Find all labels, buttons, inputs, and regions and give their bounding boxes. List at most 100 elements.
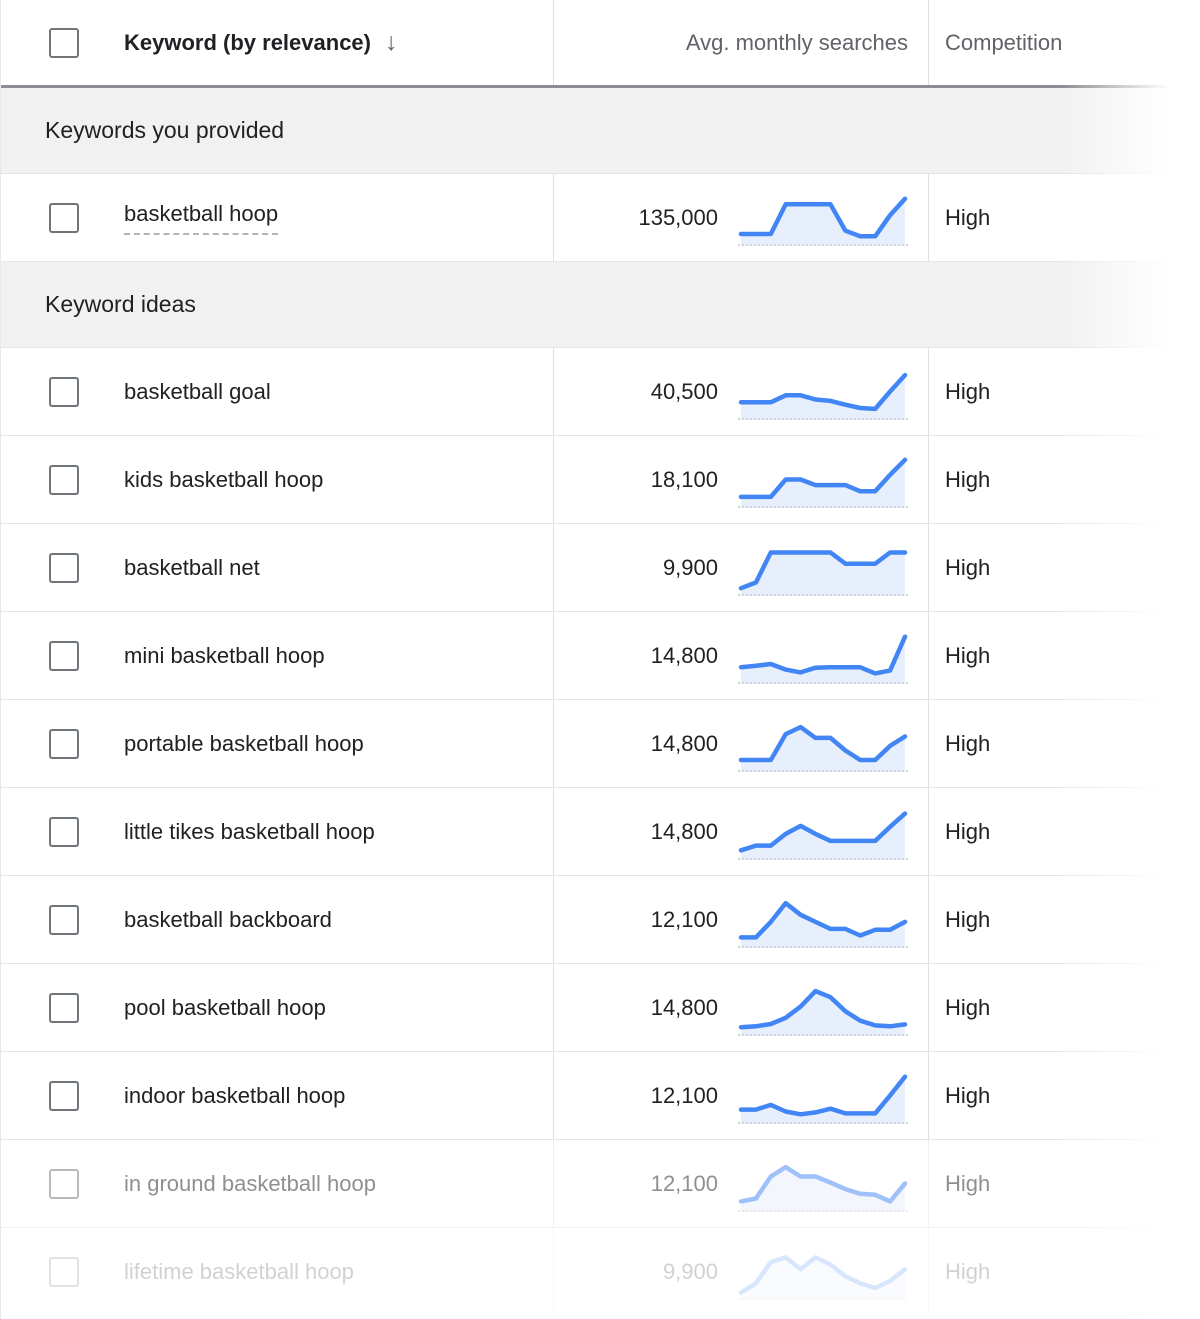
keyword-cell: in ground basketball hoop <box>1 1140 554 1227</box>
searches-cell: 40,500 <box>554 348 929 435</box>
sparkline-chart <box>738 1244 908 1300</box>
searches-cell: 14,800 <box>554 964 929 1051</box>
searches-cell: 14,800 <box>554 700 929 787</box>
avg-monthly-searches-value: 14,800 <box>650 642 718 668</box>
keyword-label[interactable]: little tikes basketball hoop <box>124 818 375 844</box>
row-checkbox[interactable] <box>49 1080 79 1111</box>
keyword-cell: mini basketball hoop <box>1 612 554 699</box>
competition-cell: High <box>929 1228 1200 1315</box>
row-checkbox[interactable] <box>49 904 79 935</box>
competition-cell: High <box>929 700 1200 787</box>
table-row: basketball backboard 12,100 High <box>1 876 1200 964</box>
competition-cell: High <box>929 788 1200 875</box>
row-checkbox[interactable] <box>49 816 79 847</box>
keyword-label[interactable]: indoor basketball hoop <box>124 1082 346 1108</box>
sparkline-chart <box>738 452 908 508</box>
sparkline-chart <box>738 540 908 596</box>
keyword-cell: indoor basketball hoop <box>1 1052 554 1139</box>
keyword-column-header[interactable]: Keyword (by relevance) <box>124 29 371 55</box>
section-header: Keywords you provided <box>1 88 1200 174</box>
row-checkbox[interactable] <box>49 1256 79 1287</box>
row-checkbox[interactable] <box>49 992 79 1023</box>
keyword-label[interactable]: kids basketball hoop <box>124 466 324 492</box>
competition-column-header[interactable]: Competition <box>945 29 1063 55</box>
keyword-cell: little tikes basketball hoop <box>1 788 554 875</box>
keyword-cell: basketball hoop <box>1 174 554 261</box>
competition-cell: High <box>929 174 1200 261</box>
table-row: pool basketball hoop 14,800 High <box>1 964 1200 1052</box>
competition-value: High <box>945 1258 991 1284</box>
searches-cell: 9,900 <box>554 1228 929 1315</box>
sparkline-chart <box>738 980 908 1036</box>
sparkline-baseline <box>738 505 908 508</box>
table-row: kids basketball hoop 18,100 High <box>1 436 1200 524</box>
row-checkbox[interactable] <box>49 202 79 233</box>
keyword-label[interactable]: basketball net <box>124 554 260 580</box>
sparkline-chart <box>738 1156 908 1212</box>
searches-cell: 135,000 <box>554 174 929 261</box>
sparkline-chart <box>738 804 908 860</box>
sparkline-baseline <box>738 417 908 420</box>
table-row: basketball goal 40,500 High <box>1 348 1200 436</box>
avg-monthly-searches-value: 14,800 <box>650 818 718 844</box>
competition-cell: High <box>929 436 1200 523</box>
searches-column-header[interactable]: Avg. monthly searches <box>685 29 908 55</box>
avg-monthly-searches-value: 40,500 <box>650 378 718 404</box>
avg-monthly-searches-value: 12,100 <box>650 906 718 932</box>
table-row: mini basketball hoop 14,800 High <box>1 612 1200 700</box>
competition-value: High <box>945 1082 991 1108</box>
table-body: Keywords you provided basketball hoop 13… <box>1 88 1200 1316</box>
searches-cell: 12,100 <box>554 876 929 963</box>
table-row: indoor basketball hoop 12,100 High <box>1 1052 1200 1140</box>
keyword-cell: pool basketball hoop <box>1 964 554 1051</box>
keyword-label[interactable]: pool basketball hoop <box>124 994 326 1020</box>
avg-monthly-searches-value: 9,900 <box>662 554 718 580</box>
sparkline-baseline <box>738 1297 908 1300</box>
keyword-cell: basketball net <box>1 524 554 611</box>
keyword-label[interactable]: in ground basketball hoop <box>124 1170 376 1196</box>
searches-cell: 9,900 <box>554 524 929 611</box>
keyword-label[interactable]: mini basketball hoop <box>124 642 325 668</box>
competition-value: High <box>945 994 991 1020</box>
keyword-label[interactable]: portable basketball hoop <box>124 730 364 756</box>
row-checkbox[interactable] <box>49 1168 79 1199</box>
keyword-label[interactable]: basketball backboard <box>124 906 332 932</box>
keyword-cell: lifetime basketball hoop <box>1 1228 554 1315</box>
keyword-label[interactable]: lifetime basketball hoop <box>124 1258 354 1284</box>
select-all-checkbox[interactable] <box>49 27 79 58</box>
sparkline-baseline <box>738 681 908 684</box>
sparkline-baseline <box>738 593 908 596</box>
section-label: Keywords you provided <box>45 117 285 143</box>
avg-monthly-searches-value: 9,900 <box>662 1258 718 1284</box>
sort-arrow-down-icon[interactable]: ↓ <box>384 28 398 56</box>
sparkline-chart <box>738 190 908 246</box>
competition-cell: High <box>929 1052 1200 1139</box>
table-row: little tikes basketball hoop 14,800 High <box>1 788 1200 876</box>
table-row: in ground basketball hoop 12,100 High <box>1 1140 1200 1228</box>
row-checkbox[interactable] <box>49 728 79 759</box>
keyword-cell: portable basketball hoop <box>1 700 554 787</box>
competition-cell: High <box>929 876 1200 963</box>
competition-value: High <box>945 554 991 580</box>
sparkline-chart <box>738 1068 908 1124</box>
header-searches-cell: Avg. monthly searches <box>554 0 929 85</box>
table-row: portable basketball hoop 14,800 High <box>1 700 1200 788</box>
keyword-label[interactable]: basketball goal <box>124 378 271 404</box>
row-checkbox[interactable] <box>49 640 79 671</box>
section-header: Keyword ideas <box>1 262 1200 348</box>
sparkline-baseline <box>738 769 908 772</box>
header-competition-cell: Competition <box>929 0 1200 85</box>
sparkline-chart <box>738 364 908 420</box>
sparkline-baseline <box>738 1121 908 1124</box>
searches-cell: 14,800 <box>554 788 929 875</box>
table-row: basketball hoop 135,000 High <box>1 174 1200 262</box>
row-checkbox[interactable] <box>49 376 79 407</box>
competition-value: High <box>945 204 991 230</box>
header-keyword-cell: Keyword (by relevance) ↓ <box>1 0 554 85</box>
row-checkbox[interactable] <box>49 464 79 495</box>
row-checkbox[interactable] <box>49 552 79 583</box>
keyword-label[interactable]: basketball hoop <box>124 201 279 235</box>
keyword-cell: basketball backboard <box>1 876 554 963</box>
sparkline-baseline <box>738 1209 908 1212</box>
